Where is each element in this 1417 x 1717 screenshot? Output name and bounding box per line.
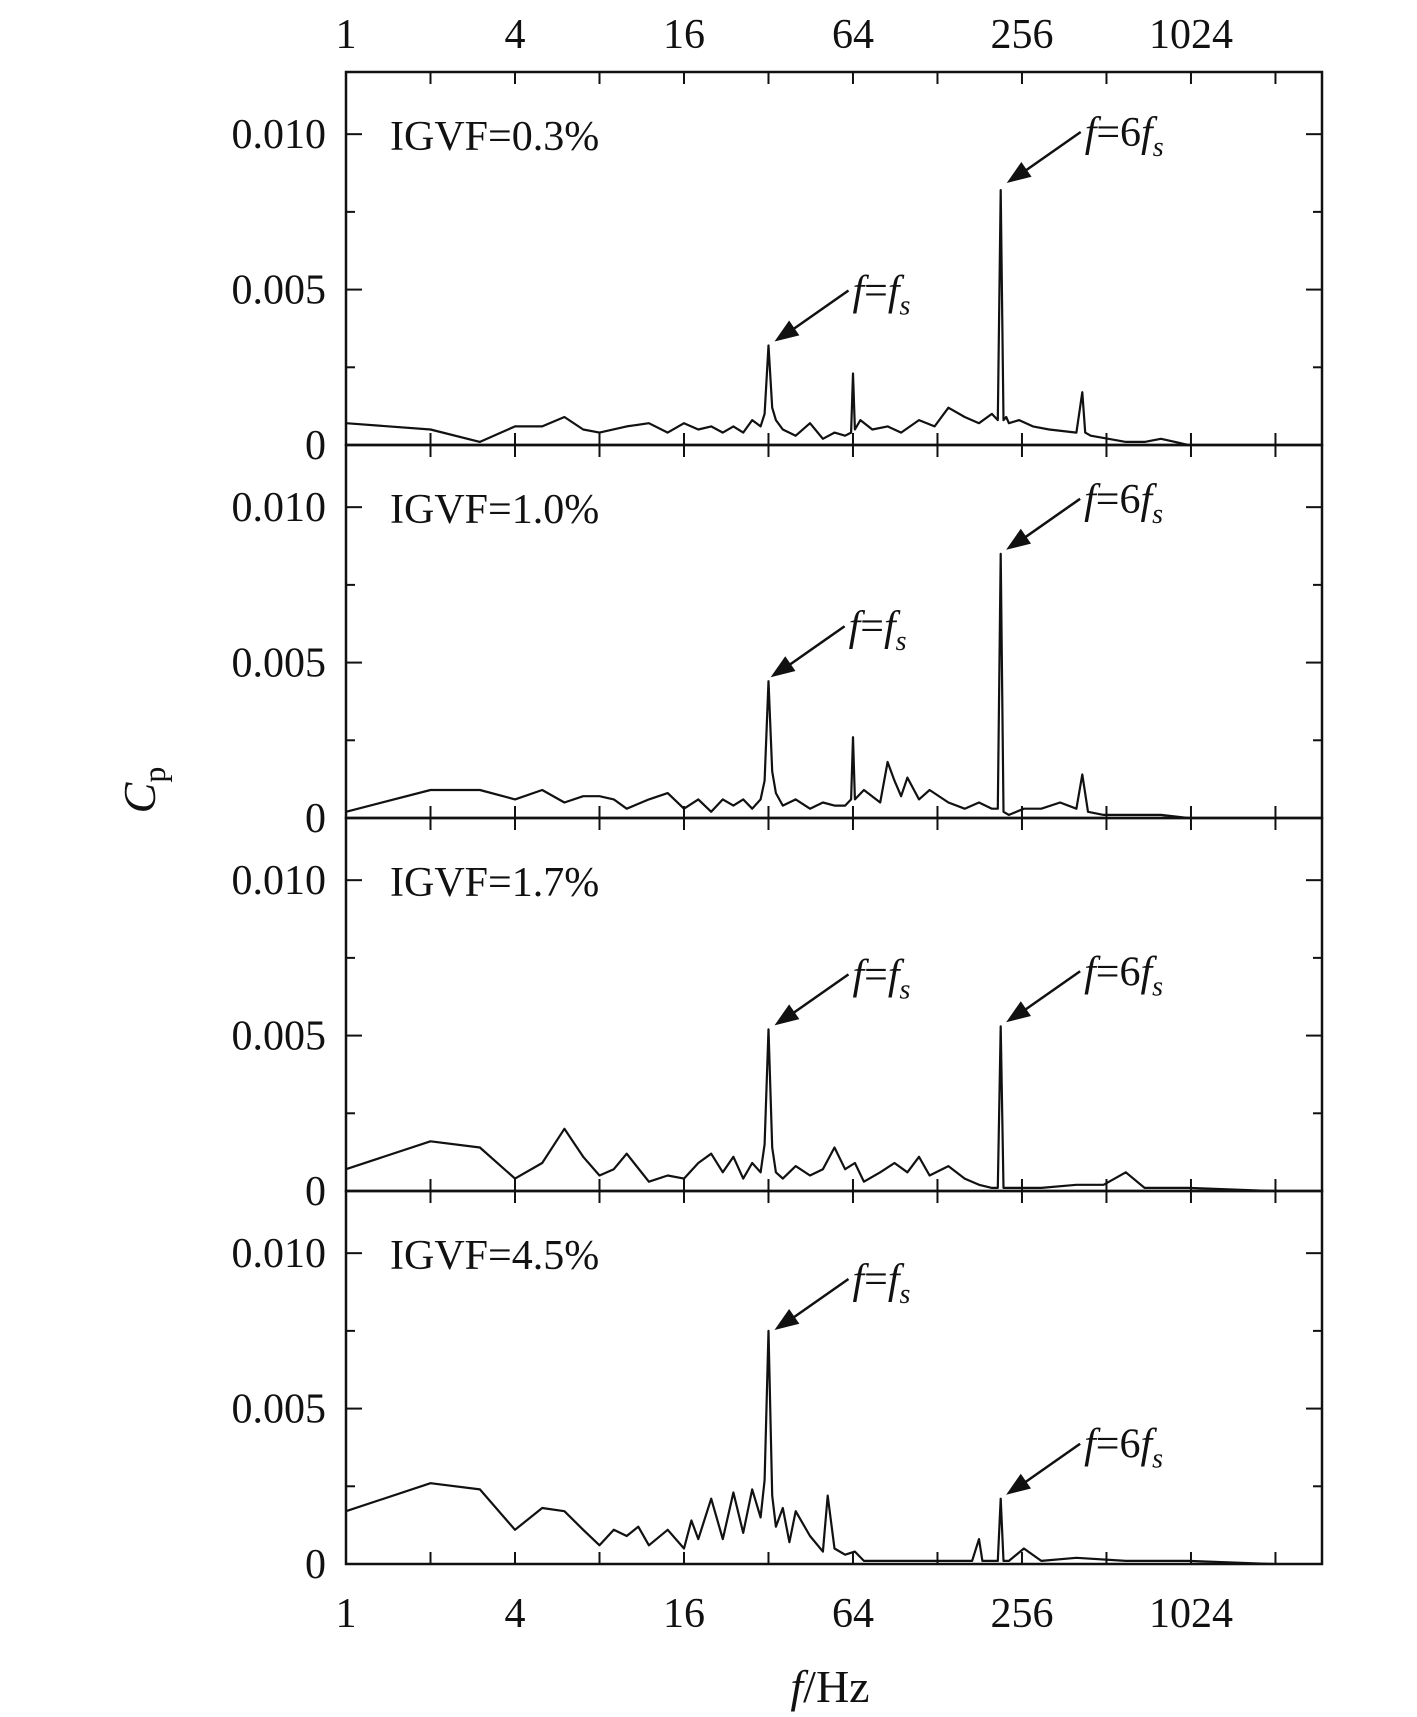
annotation-label: f=6fs bbox=[1084, 1422, 1163, 1475]
annotation-arrowhead bbox=[1006, 1001, 1031, 1023]
panel-label: IGVF=1.7% bbox=[390, 860, 599, 906]
y-tick-label: 0 bbox=[305, 423, 326, 469]
annotation-label: f=fs bbox=[852, 952, 910, 1005]
annotation-arrow-line bbox=[1019, 1442, 1081, 1487]
annotation-arrow-line bbox=[787, 289, 850, 334]
y-tick-label: 0 bbox=[305, 796, 326, 842]
y-tick-label: 0.010 bbox=[232, 485, 327, 531]
spectrum-line bbox=[345, 1329, 1273, 1566]
annotation-arrow-line bbox=[1019, 497, 1081, 542]
spectrum-line bbox=[345, 189, 1189, 447]
top-x-tick-label: 4 bbox=[504, 12, 525, 58]
spectrum-line bbox=[345, 1025, 1273, 1193]
panels: 0 0.005 0.010 IGVF=0.3% f=fs f=6fs 0 0.005 0.010… bbox=[232, 70, 1324, 1588]
annotation-arrow-line bbox=[787, 973, 850, 1018]
annotation-label: f=6fs bbox=[1085, 110, 1164, 163]
spectrum-line bbox=[345, 552, 1189, 820]
annotation-arrow-line bbox=[1019, 130, 1082, 176]
panel-1: 0 0.005 0.010 IGVF=0.3% f=fs f=6fs bbox=[232, 70, 1324, 469]
x-axis-title-rest: /Hz bbox=[803, 1661, 869, 1712]
annotation-arrow-line bbox=[783, 625, 846, 670]
annotation-arrowhead bbox=[1006, 528, 1031, 550]
x-axis-title: f/Hz bbox=[790, 1661, 869, 1712]
panel-frame bbox=[344, 1189, 1324, 1566]
annotation-arrowhead bbox=[1006, 161, 1032, 184]
annotation-label: f=fs bbox=[849, 604, 907, 657]
bottom-x-tick-labels: 1 4 16 64 256 1024 bbox=[336, 1591, 1233, 1637]
y-tick-label: 0.005 bbox=[232, 1014, 327, 1060]
top-x-tick-label: 64 bbox=[832, 12, 874, 58]
top-x-tick-label: 16 bbox=[663, 12, 705, 58]
annotation-arrowhead bbox=[770, 656, 796, 678]
top-x-tick-label: 256 bbox=[990, 12, 1053, 58]
x-tick-label: 256 bbox=[990, 1591, 1053, 1637]
y-tick-label: 0.005 bbox=[232, 1387, 327, 1433]
annotation-arrowhead bbox=[1006, 1473, 1031, 1495]
x-tick-label: 1024 bbox=[1149, 1591, 1233, 1637]
panel-label: IGVF=0.3% bbox=[390, 114, 599, 160]
annotation-label: f=fs bbox=[852, 269, 910, 322]
y-axis-title-main: C bbox=[114, 781, 165, 813]
y-axis-title-sub: p bbox=[136, 767, 172, 783]
top-x-tick-labels: 1 4 16 64 256 1024 bbox=[336, 12, 1233, 58]
top-x-tick-label: 1024 bbox=[1149, 12, 1233, 58]
annotation-arrow-line bbox=[1019, 970, 1081, 1015]
y-tick-label: 0 bbox=[305, 1542, 326, 1588]
panel-3: 0 0.005 0.010 IGVF=1.7% f=fs f=6fs bbox=[232, 816, 1324, 1215]
y-tick-label: 0 bbox=[305, 1169, 326, 1215]
panel-2: 0 0.005 0.010 IGVF=1.0% f=fs f=6fs bbox=[232, 443, 1324, 842]
panel-label: IGVF=4.5% bbox=[390, 1233, 599, 1279]
y-tick-label: 0.005 bbox=[232, 641, 327, 687]
x-tick-label: 4 bbox=[504, 1591, 525, 1637]
annotation-arrow-line bbox=[787, 1277, 850, 1323]
x-tick-label: 16 bbox=[663, 1591, 705, 1637]
annotation-arrowhead bbox=[774, 1004, 800, 1026]
top-x-tick-label: 1 bbox=[336, 12, 357, 58]
annotation-label: f=6fs bbox=[1084, 477, 1163, 530]
x-tick-label: 64 bbox=[832, 1591, 874, 1637]
panel-4: 0 0.005 0.010 IGVF=4.5% f=fs f=6fs bbox=[232, 1189, 1324, 1588]
annotation-label: f=6fs bbox=[1084, 949, 1163, 1002]
y-tick-label: 0.005 bbox=[232, 268, 327, 314]
y-axis-title: Cp bbox=[114, 767, 172, 814]
annotation-arrowhead bbox=[774, 1308, 800, 1330]
panel-label: IGVF=1.0% bbox=[390, 487, 599, 533]
y-tick-label: 0.010 bbox=[232, 858, 327, 904]
x-tick-label: 1 bbox=[336, 1591, 357, 1637]
y-tick-label: 0.010 bbox=[232, 1231, 327, 1277]
y-tick-label: 0.010 bbox=[232, 112, 327, 158]
annotation-arrowhead bbox=[774, 320, 800, 342]
annotation-label: f=fs bbox=[852, 1257, 910, 1310]
